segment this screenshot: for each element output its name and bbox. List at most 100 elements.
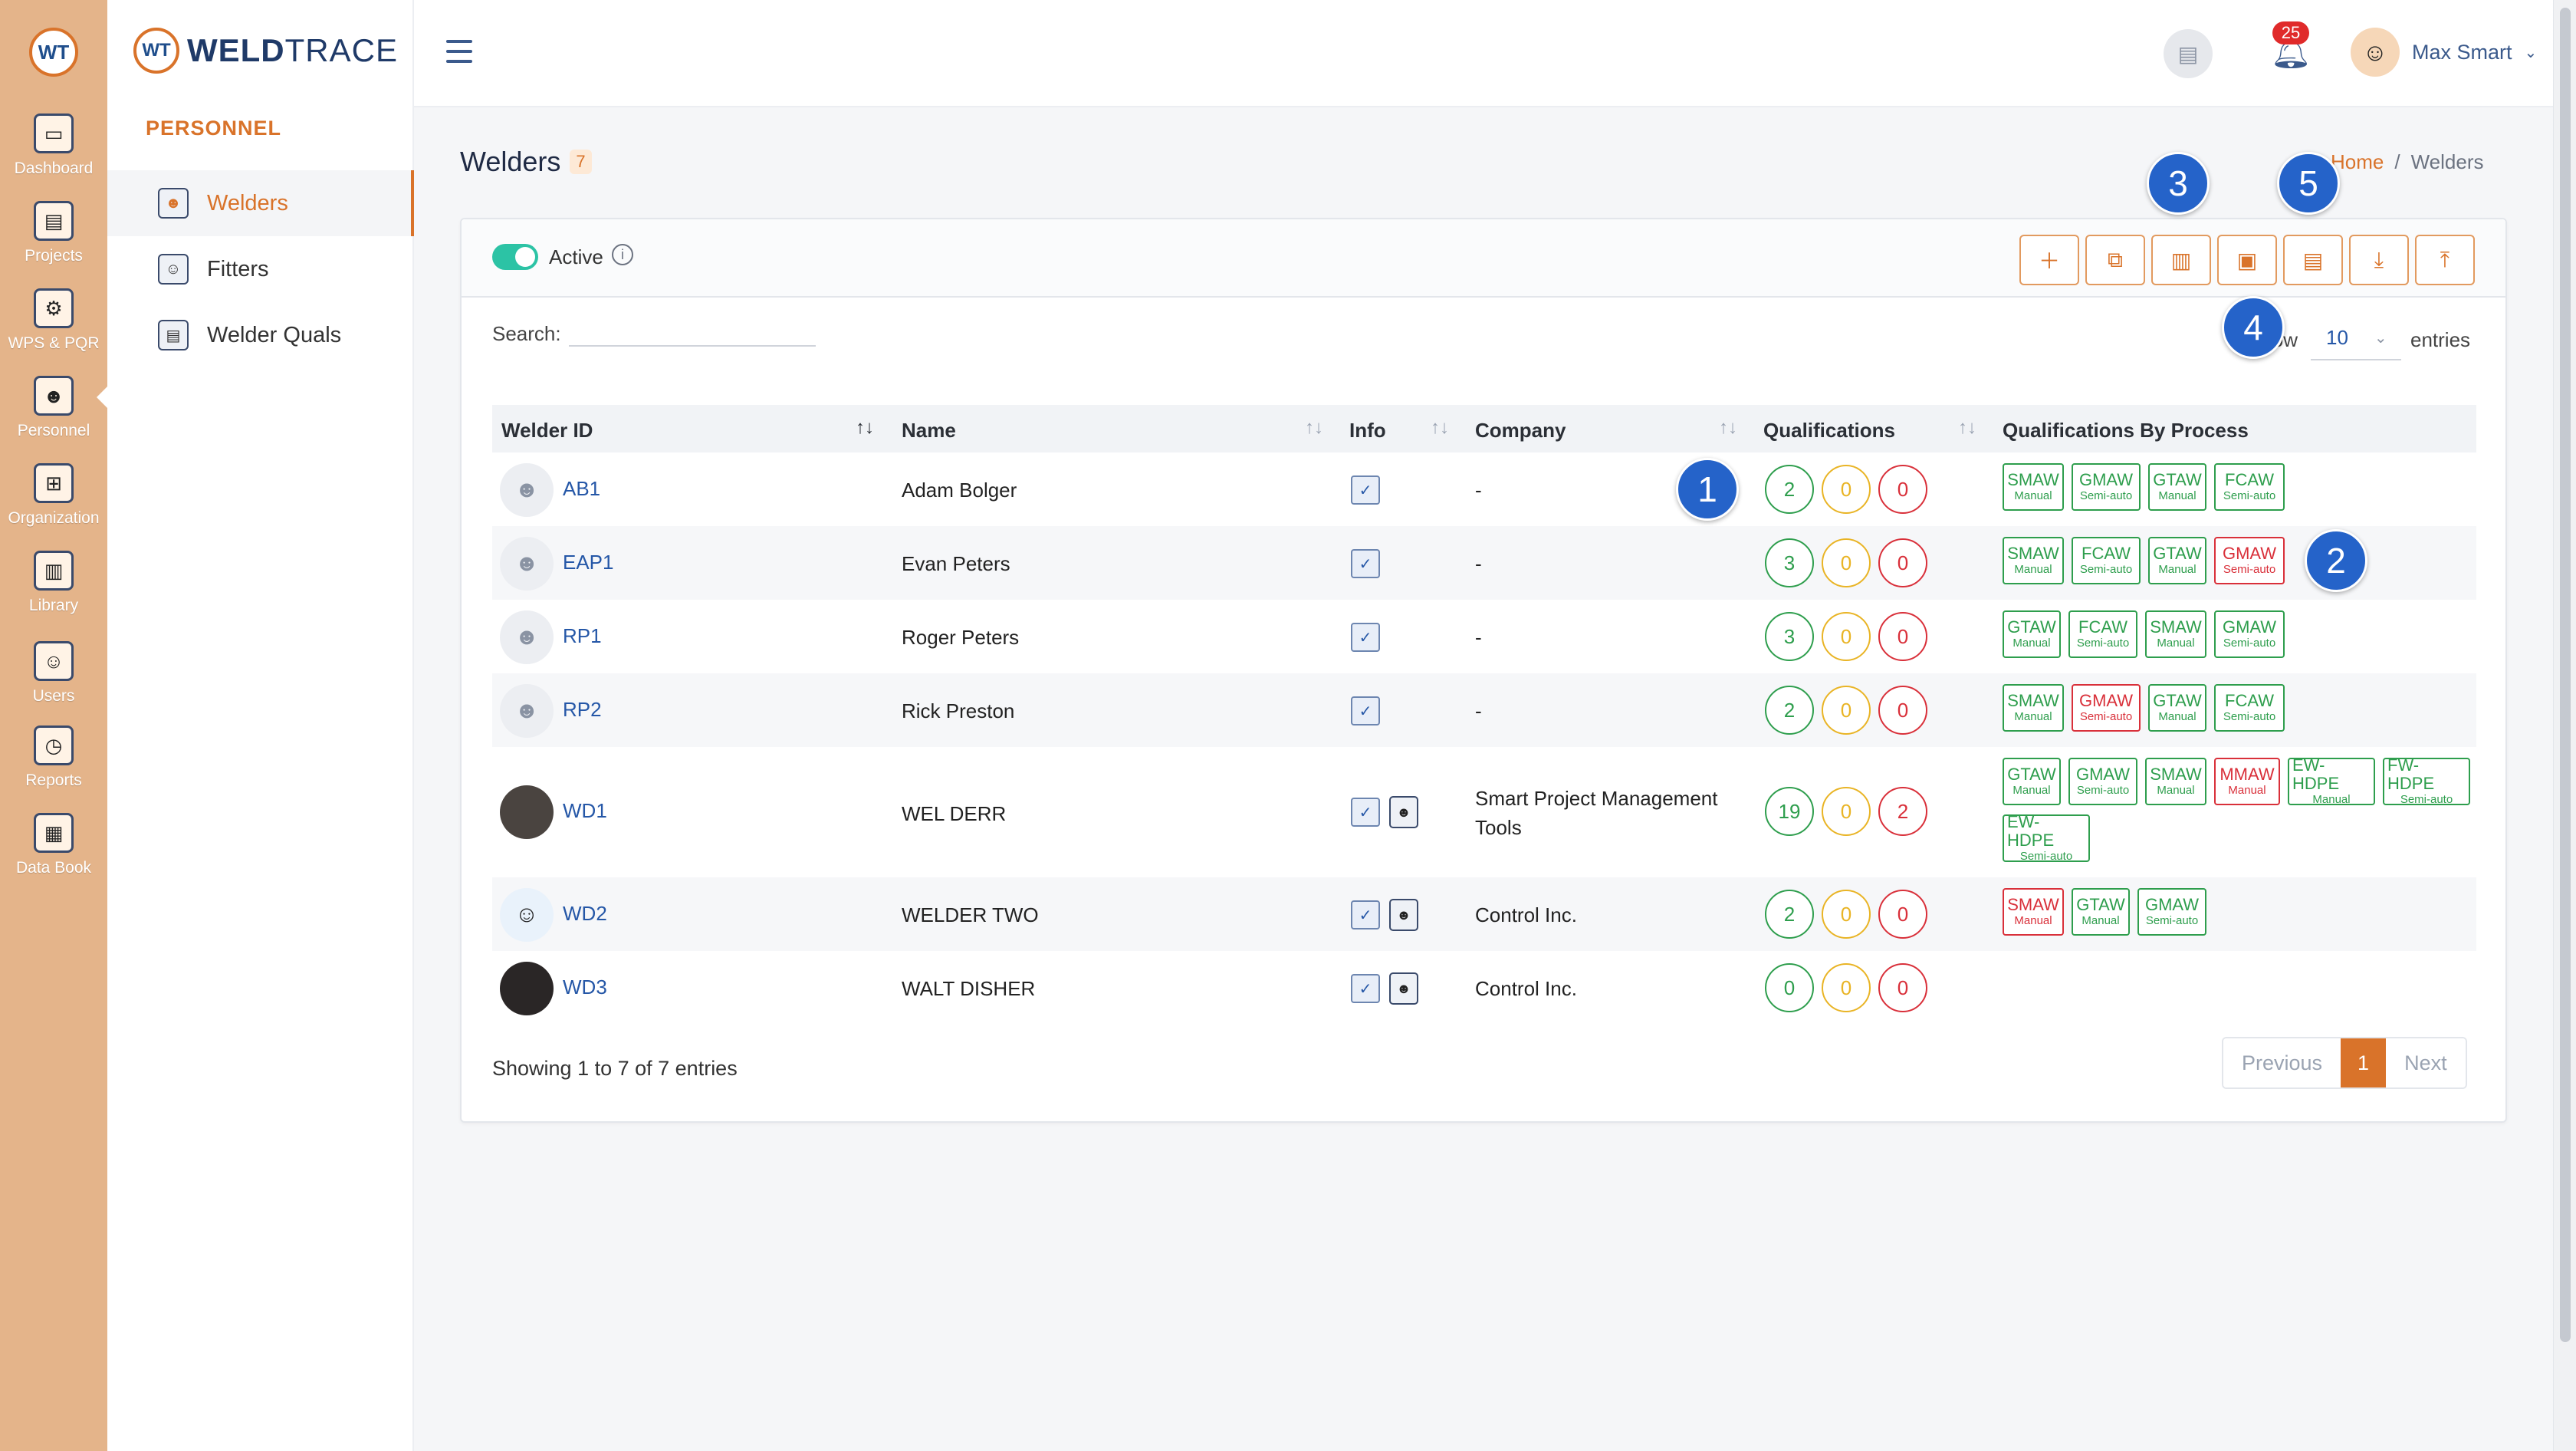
column-header-info[interactable]: Info (1349, 419, 1386, 442)
table-row[interactable]: ☻ RP2 Rick Preston ✓ - 2 0 0 SMAW Manual … (492, 673, 2476, 747)
info-check-icon[interactable]: ✓ (1351, 549, 1380, 578)
active-toggle[interactable] (492, 244, 538, 270)
qualifications-active-count[interactable]: 2 (1765, 465, 1814, 514)
rail-item-personnel[interactable]: ☻ Personnel (0, 362, 109, 446)
table-row[interactable]: ☺ WD2 WELDER TWO ✓ ☻ Control Inc. 2 0 0 … (492, 877, 2476, 951)
process-badge[interactable]: FCAW Semi-auto (2214, 684, 2285, 732)
process-badge[interactable]: FCAW Semi-auto (2068, 610, 2137, 658)
sort-icon[interactable]: ↑↓ (1431, 417, 1449, 438)
menu-toggle-icon[interactable] (446, 40, 472, 63)
chart-button[interactable]: ▥ (2151, 235, 2211, 285)
process-badge[interactable]: GTAW Manual (2003, 758, 2061, 805)
info-check-icon[interactable]: ✓ (1351, 475, 1380, 505)
table-row[interactable]: WD1 WEL DERR ✓ ☻ Smart Project Managemen… (492, 747, 2476, 877)
welder-id-link[interactable]: WD1 (563, 799, 607, 822)
document-icon[interactable]: ▤ (2164, 29, 2213, 78)
calendar-button[interactable]: ▣ (2217, 235, 2277, 285)
process-badge-expired[interactable]: GMAW Semi-auto (2214, 537, 2285, 584)
qualifications-active-count[interactable]: 0 (1765, 963, 1814, 1012)
column-header-welder-id[interactable]: Welder ID (501, 419, 593, 442)
table-row[interactable]: WD3 WALT DISHER ✓ ☻ Control Inc. 0 0 0 (492, 951, 2476, 1025)
welder-icon[interactable]: ☻ (1389, 796, 1418, 828)
process-badge[interactable]: SMAW Manual (2145, 758, 2206, 805)
previous-button[interactable]: Previous (2223, 1038, 2341, 1087)
info-icon[interactable]: i (612, 244, 633, 265)
info-check-icon[interactable]: ✓ (1351, 900, 1380, 929)
process-badge[interactable]: GTAW Manual (2072, 888, 2130, 936)
process-badge[interactable]: EW-HDPE Manual (2288, 756, 2375, 806)
welder-id-link[interactable]: AB1 (563, 477, 601, 500)
qualifications-expiring-count[interactable]: 0 (1822, 890, 1871, 939)
process-badge[interactable]: GMAW Semi-auto (2072, 463, 2141, 511)
process-badge[interactable]: GTAW Manual (2148, 684, 2206, 732)
process-badge[interactable]: SMAW Manual (2003, 537, 2064, 584)
qualifications-expiring-count[interactable]: 0 (1822, 686, 1871, 735)
page-size-select[interactable]: 10 ⌄ (2311, 316, 2401, 360)
sidebar-item-welder-quals[interactable]: ▤ Welder Quals (107, 302, 414, 368)
info-check-icon[interactable]: ✓ (1351, 974, 1380, 1003)
welder-id-link[interactable]: RP2 (563, 698, 602, 721)
user-menu[interactable]: ☺ Max Smart ⌄ (2351, 28, 2537, 77)
rail-item-organization[interactable]: ⊞ Organization (0, 449, 107, 534)
qualifications-expiring-count[interactable]: 0 (1822, 612, 1871, 661)
process-badge[interactable]: GMAW Semi-auto (2068, 758, 2137, 805)
column-header-company[interactable]: Company (1475, 419, 1566, 442)
welder-id-link[interactable]: EAP1 (563, 551, 614, 574)
brand-logo[interactable]: WT WELDTRACE (133, 28, 398, 74)
welder-id-link[interactable]: RP1 (563, 624, 602, 647)
qualifications-expired-count[interactable]: 0 (1878, 963, 1927, 1012)
process-badge[interactable]: FCAW Semi-auto (2072, 537, 2141, 584)
qualifications-expired-count[interactable]: 0 (1878, 465, 1927, 514)
column-header-name[interactable]: Name (902, 419, 956, 442)
qualifications-expiring-count[interactable]: 0 (1822, 538, 1871, 587)
process-badge[interactable]: GMAW Semi-auto (2137, 888, 2206, 936)
add-welder-button[interactable]: ＋ (2019, 235, 2079, 285)
process-badge[interactable]: GTAW Manual (2148, 537, 2206, 584)
process-badge-expired[interactable]: MMAW Manual (2214, 758, 2280, 805)
rail-item-data-book[interactable]: ▦ Data Book (0, 799, 107, 883)
column-header-qualifications[interactable]: Qualifications (1763, 419, 1895, 442)
qualifications-active-count[interactable]: 2 (1765, 686, 1814, 735)
app-logo[interactable]: WT (29, 28, 78, 77)
copy-button[interactable]: ⧉ (2085, 235, 2145, 285)
rail-item-library[interactable]: ▥ Library (0, 537, 107, 621)
qualifications-expired-count[interactable]: 0 (1878, 538, 1927, 587)
qualifications-expired-count[interactable]: 0 (1878, 612, 1927, 661)
sidebar-item-welders[interactable]: ☻ Welders (107, 170, 414, 236)
rail-item-dashboard[interactable]: ▭ Dashboard (0, 100, 107, 184)
process-badge[interactable]: SMAW Manual (2003, 684, 2064, 732)
qualifications-active-count[interactable]: 3 (1765, 538, 1814, 587)
download-button[interactable]: ⤓ (2349, 235, 2409, 285)
upload-button[interactable]: ⤒ (2415, 235, 2475, 285)
sidebar-item-fitters[interactable]: ☺ Fitters (107, 236, 414, 302)
process-badge[interactable]: FCAW Semi-auto (2214, 463, 2285, 511)
sort-asc-icon[interactable]: ↑↓ (856, 417, 874, 438)
process-badge[interactable]: SMAW Manual (2145, 610, 2206, 658)
welder-icon[interactable]: ☻ (1389, 899, 1418, 931)
sort-icon[interactable]: ↑↓ (1305, 417, 1323, 438)
next-button[interactable]: Next (2386, 1038, 2466, 1087)
sort-icon[interactable]: ↑↓ (1958, 417, 1976, 438)
process-badge-expired[interactable]: SMAW Manual (2003, 888, 2064, 936)
qualifications-active-count[interactable]: 2 (1765, 890, 1814, 939)
table-row[interactable]: ☻ RP1 Roger Peters ✓ - 3 0 0 GTAW Manual … (492, 600, 2476, 673)
qualifications-expired-count[interactable]: 0 (1878, 686, 1927, 735)
breadcrumb-home[interactable]: Home (2331, 150, 2384, 173)
search-input[interactable] (569, 313, 816, 347)
qualifications-expiring-count[interactable]: 0 (1822, 465, 1871, 514)
rail-item-projects[interactable]: ▤ Projects (0, 187, 107, 271)
page-scrollbar[interactable] (2553, 0, 2576, 1451)
table-row[interactable]: ☻ AB1 Adam Bolger ✓ - 2 0 0 SMAW Manual G… (492, 452, 2476, 526)
page-button-current[interactable]: 1 (2341, 1038, 2387, 1087)
sort-icon[interactable]: ↑↓ (1719, 417, 1737, 438)
schedule-button[interactable]: ▤ (2283, 235, 2343, 285)
welder-id-link[interactable]: WD3 (563, 976, 607, 999)
qualifications-expired-count[interactable]: 0 (1878, 890, 1927, 939)
process-badge[interactable]: GMAW Semi-auto (2214, 610, 2285, 658)
info-check-icon[interactable]: ✓ (1351, 696, 1380, 726)
process-badge[interactable]: SMAW Manual (2003, 463, 2064, 511)
welder-id-link[interactable]: WD2 (563, 902, 607, 925)
process-badge[interactable]: GTAW Manual (2148, 463, 2206, 511)
process-badge[interactable]: EW-HDPE Semi-auto (2003, 813, 2090, 863)
qualifications-active-count[interactable]: 3 (1765, 612, 1814, 661)
